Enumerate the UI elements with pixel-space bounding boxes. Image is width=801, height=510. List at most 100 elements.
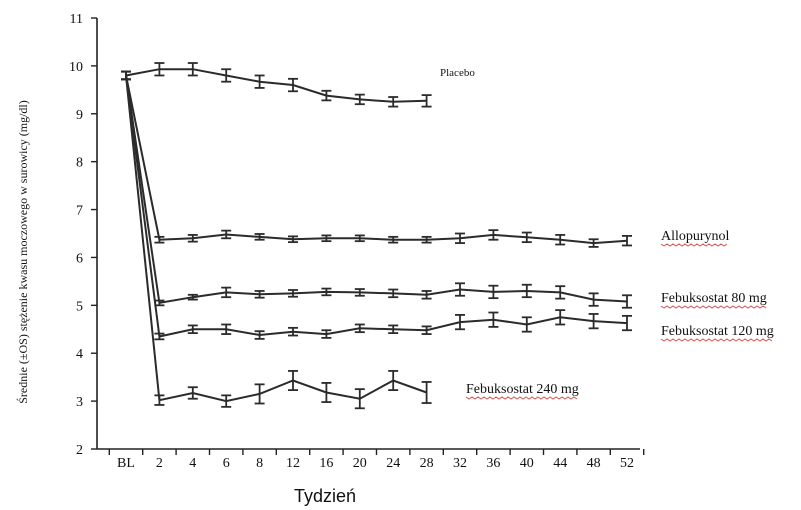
error-bar bbox=[455, 282, 465, 297]
series-placebo bbox=[121, 62, 432, 108]
error-bar bbox=[555, 309, 566, 326]
x-tick-label: 32 bbox=[453, 456, 467, 471]
error-bar bbox=[254, 383, 265, 405]
error-bar bbox=[187, 386, 198, 400]
error-bar bbox=[321, 329, 332, 339]
x-tick-label: 20 bbox=[353, 456, 367, 471]
error-bar bbox=[555, 234, 566, 246]
error-bar bbox=[588, 292, 599, 307]
error-bar bbox=[121, 70, 131, 81]
error-bar bbox=[354, 93, 365, 106]
error-bar bbox=[388, 370, 399, 391]
x-tick-label: 28 bbox=[420, 456, 434, 471]
error-bar bbox=[388, 96, 399, 108]
series-line-placebo bbox=[125, 68, 427, 103]
error-bar bbox=[421, 94, 432, 108]
series-label-febuksostat-80: Febuksostat 80 mg bbox=[661, 291, 767, 306]
y-tick-label: 10 bbox=[69, 60, 83, 75]
x-tick-label: 8 bbox=[256, 456, 263, 471]
error-bar bbox=[154, 62, 165, 77]
error-bar bbox=[354, 234, 365, 243]
error-bar bbox=[488, 284, 499, 300]
error-bar bbox=[154, 235, 165, 244]
error-bar bbox=[221, 394, 232, 408]
error-bar bbox=[288, 289, 298, 298]
spellcheck-underline bbox=[660, 243, 728, 247]
series-label-allopurynol: Allopurynol bbox=[661, 229, 730, 244]
spellcheck-underline bbox=[660, 338, 773, 342]
error-bar bbox=[421, 325, 432, 335]
error-bar bbox=[455, 232, 465, 244]
y-tick-label: 11 bbox=[70, 12, 83, 27]
series-label-placebo: Placebo bbox=[440, 67, 475, 79]
error-bar bbox=[221, 68, 232, 83]
error-bar bbox=[521, 231, 532, 244]
error-bar bbox=[288, 77, 298, 93]
y-tick-label: 4 bbox=[76, 347, 83, 362]
x-axis-title: Tydzień bbox=[294, 486, 356, 506]
y-tick-label: 2 bbox=[76, 443, 83, 458]
series-line-febuksostat-80 bbox=[125, 75, 628, 305]
series-allopurynol bbox=[121, 70, 632, 248]
error-bar bbox=[388, 324, 399, 335]
x-tick-label: 6 bbox=[223, 456, 230, 471]
error-bar bbox=[488, 229, 499, 241]
error-bar bbox=[388, 288, 399, 299]
x-tick-label: 12 bbox=[286, 456, 300, 471]
error-bar bbox=[488, 311, 499, 328]
error-bar bbox=[622, 234, 632, 247]
y-tick-label: 5 bbox=[76, 299, 83, 314]
error-bar bbox=[288, 235, 298, 244]
y-axis-title: Średnie (±OS) stężenie kwasu moczowego w… bbox=[16, 100, 30, 404]
x-tick-label: 40 bbox=[520, 456, 534, 471]
error-bar bbox=[254, 74, 265, 89]
error-bar bbox=[622, 294, 632, 309]
series-labels: Placebo Allopurynol Febuksostat 80 mg Febuk… bbox=[440, 67, 774, 400]
error-bar bbox=[221, 286, 232, 299]
spellcheck-underline bbox=[465, 396, 578, 400]
series-febuksostat-120 bbox=[121, 70, 632, 341]
error-bar bbox=[388, 235, 399, 244]
error-bar bbox=[154, 394, 165, 406]
error-bar bbox=[221, 323, 232, 335]
series-group bbox=[121, 62, 632, 410]
y-tick-label: 9 bbox=[76, 108, 83, 123]
error-bar bbox=[421, 290, 432, 300]
y-tick-label: 3 bbox=[76, 395, 83, 410]
error-bar bbox=[321, 234, 332, 243]
error-bar bbox=[288, 326, 298, 337]
x-tick-label: 24 bbox=[386, 456, 400, 471]
error-bar bbox=[254, 233, 265, 241]
error-bar bbox=[588, 313, 599, 330]
error-bar bbox=[354, 288, 365, 297]
error-bar bbox=[187, 324, 198, 335]
error-bar bbox=[187, 62, 198, 77]
error-bar bbox=[321, 382, 332, 403]
series-label-febuksostat-120: Febuksostat 120 mg bbox=[661, 324, 774, 339]
error-bar bbox=[455, 314, 465, 331]
error-bar bbox=[321, 89, 332, 102]
series-label-febuksostat-240: Febuksostat 240 mg bbox=[466, 382, 579, 397]
x-tick-label: 2 bbox=[156, 456, 163, 471]
error-bar bbox=[521, 316, 532, 333]
spellcheck-underline bbox=[660, 305, 767, 309]
error-bar bbox=[354, 388, 365, 410]
error-bar bbox=[421, 381, 432, 404]
y-tick-label: 7 bbox=[76, 204, 83, 219]
error-bar bbox=[154, 332, 165, 341]
series-febuksostat-240 bbox=[121, 70, 432, 410]
series-line-febuksostat-240 bbox=[125, 75, 427, 403]
series-line-febuksostat-120 bbox=[125, 75, 628, 338]
x-tick-label: 16 bbox=[319, 456, 333, 471]
series-line-allopurynol bbox=[125, 75, 628, 245]
error-bar bbox=[288, 370, 298, 391]
error-bar bbox=[622, 314, 632, 332]
x-tick-label: BL bbox=[117, 456, 135, 471]
error-bar bbox=[221, 229, 232, 240]
x-tick-label: 48 bbox=[587, 456, 601, 471]
error-bar bbox=[354, 323, 365, 334]
x-tick-label: 4 bbox=[189, 456, 196, 471]
x-tick-label: 52 bbox=[620, 456, 634, 471]
